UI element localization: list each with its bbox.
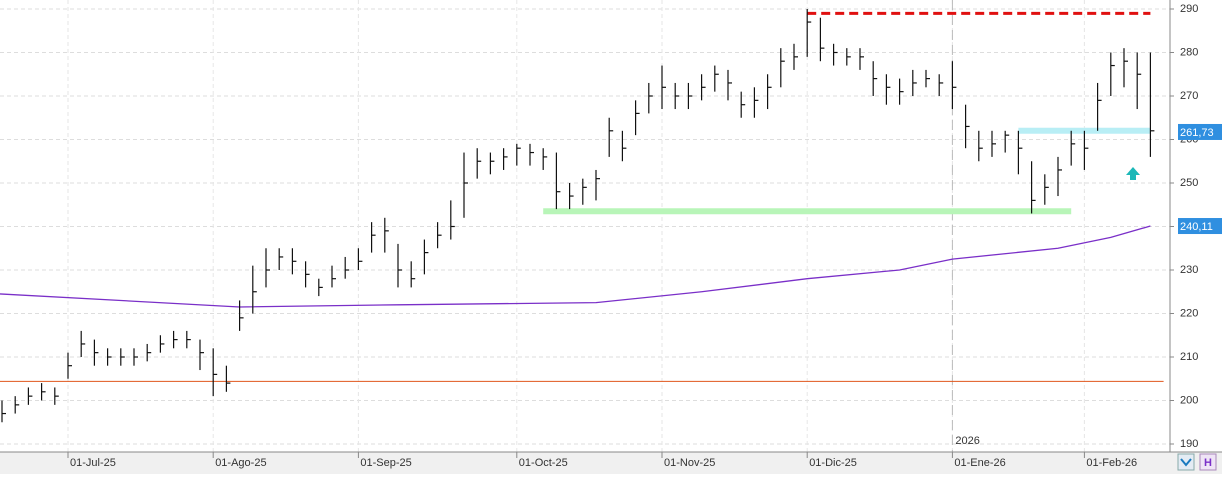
y-tick-label: 190 (1180, 438, 1198, 450)
y-tick-label: 220 (1180, 307, 1198, 319)
y-tick-label: 270 (1180, 90, 1198, 102)
price-tag (1178, 218, 1222, 235)
moving-average (0, 225, 1151, 308)
icon-glyph (1180, 458, 1192, 467)
icon-button[interactable] (1177, 453, 1195, 471)
x-tick-label: 01-Sep-25 (360, 457, 411, 469)
price-tag (1178, 123, 1222, 140)
y-tick-label: 250 (1180, 177, 1198, 189)
price-tag-label: 240,11 (1180, 221, 1213, 233)
x-tick-label: 01-Ago-25 (215, 457, 266, 469)
y-tick-label: 200 (1180, 394, 1198, 406)
x-tick-label: 01-Oct-25 (519, 457, 568, 469)
x-tick-label: 01-Jul-25 (70, 457, 116, 469)
x-tick-label: 01-Feb-26 (1086, 457, 1137, 469)
year-label: 2026 (955, 435, 979, 447)
price-tag-label: 261,73 (1180, 127, 1214, 139)
y-tick-label: 230 (1180, 264, 1198, 276)
arrow-icon (1126, 167, 1140, 180)
icon-glyph: H (1204, 457, 1212, 469)
x-tick-label: 01-Dic-25 (809, 457, 857, 469)
y-tick-label: 210 (1180, 351, 1198, 363)
y-tick-label: 280 (1180, 46, 1198, 58)
icon-button[interactable] (1199, 453, 1217, 471)
y-tick-label: 290 (1180, 3, 1198, 15)
x-tick-label: 01-Nov-25 (664, 457, 715, 469)
x-tick-label: 01-Ene-26 (954, 457, 1005, 469)
x-axis-panel (0, 452, 1222, 474)
